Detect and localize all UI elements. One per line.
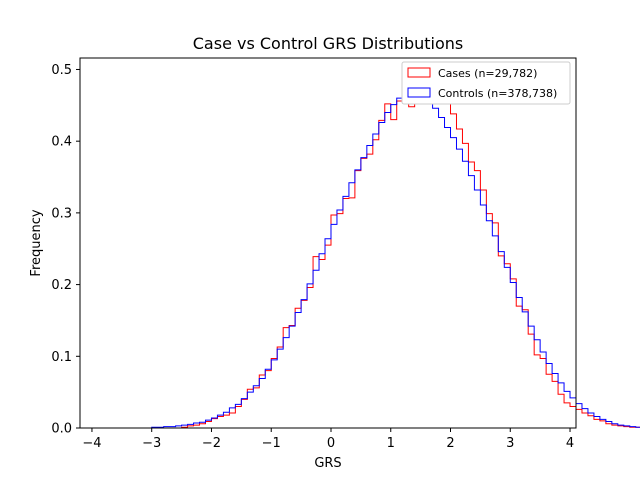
y-tick-label: 0.4 [51,135,72,150]
y-tick-label: 0.0 [51,422,72,437]
y-tick-label: 0.2 [51,278,72,293]
y-axis: 0.0 0.1 0.2 0.3 0.4 0.5 [51,63,80,437]
x-tick-label: 2 [446,436,454,451]
x-tick-label: 3 [506,436,514,451]
legend-label-cases: Cases (n=29,782) [438,67,537,80]
x-tick-label: −2 [202,436,221,451]
y-tick-label: 0.3 [51,206,72,221]
y-axis-label: Frequency [29,209,44,276]
x-tick-label: −4 [82,436,101,451]
y-tick-label: 0.1 [51,350,72,365]
legend-box [401,61,571,105]
x-tick-label: 1 [387,436,395,451]
plot-frame [79,57,577,429]
x-tick-label: 0 [327,436,335,451]
chart-title: Case vs Control GRS Distributions [193,34,464,53]
x-axis-label: GRS [314,456,341,471]
legend-swatch-controls [407,87,431,98]
x-tick-label: 4 [566,436,574,451]
legend-label-controls: Controls (n=378,738) [438,87,557,100]
x-tick-label: −1 [262,436,281,451]
controls-histogram-series [103,92,640,429]
x-tick-label: −3 [142,436,161,451]
x-axis: −4 −3 −2 −1 0 1 2 3 4 [82,428,574,451]
y-tick-label: 0.5 [51,63,72,78]
plot-area [80,58,576,428]
legend-swatch-cases [407,67,431,78]
legend: Cases (n=29,782) Controls (n=378,738) [401,61,571,105]
